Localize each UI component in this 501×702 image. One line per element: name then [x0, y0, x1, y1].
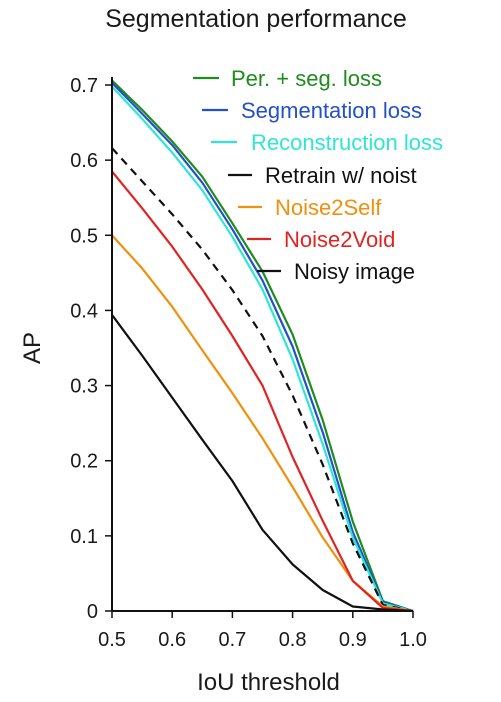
- legend-label-noise2self: Noise2Self: [275, 195, 382, 220]
- series-line-noisy-image: [111, 314, 414, 613]
- y-axis-ticks: 0 0.1 0.2 0.3 0.4 0.5 0.6 0.7: [70, 75, 112, 623]
- x-axis-ticks: 0.5 0.6 0.7 0.8 0.9 1.0: [98, 611, 427, 651]
- legend-label-segmentation-loss: Segmentation loss: [241, 98, 422, 123]
- x-axis-label: IoU threshold: [197, 669, 340, 696]
- legend-label-per-seg-loss: Per. + seg. loss: [231, 66, 382, 91]
- legend-label-noisy-image: Noisy image: [294, 259, 415, 284]
- y-tick-label: 0.4: [70, 300, 98, 322]
- x-tick-label: 0.5: [98, 629, 126, 651]
- y-tick-label: 0: [87, 601, 98, 623]
- y-tick-label: 0.5: [70, 225, 98, 247]
- x-tick-label: 0.8: [279, 629, 307, 651]
- y-tick-label: 0.7: [70, 75, 98, 97]
- legend-label-reconstruction-loss: Reconstruction loss: [251, 130, 443, 155]
- series-line-retrain-w-noist: [111, 147, 414, 613]
- y-tick-label: 0.1: [70, 526, 98, 548]
- x-tick-label: 0.7: [218, 629, 246, 651]
- x-tick-label: 0.9: [339, 629, 367, 651]
- legend-label-noise2void: Noise2Void: [284, 227, 395, 252]
- y-tick-label: 0.2: [70, 451, 98, 473]
- x-tick-label: 1.0: [399, 629, 427, 651]
- y-tick-label: 0.6: [70, 150, 98, 172]
- legend-label-retrain-w-noist: Retrain w/ noist: [265, 163, 417, 188]
- series-line-segmentation-loss: [111, 81, 414, 613]
- chart-title: Segmentation performance: [105, 5, 407, 33]
- series-line-reconstruction-loss: [111, 85, 414, 613]
- series-line-noise2void: [111, 170, 414, 613]
- chart-legend: Per. + seg. loss Segmentation loss Reconst…: [193, 66, 443, 284]
- x-tick-label: 0.6: [158, 629, 186, 651]
- plot-lines: [111, 79, 414, 613]
- y-axis-label: AP: [19, 332, 46, 364]
- y-tick-label: 0.3: [70, 376, 98, 398]
